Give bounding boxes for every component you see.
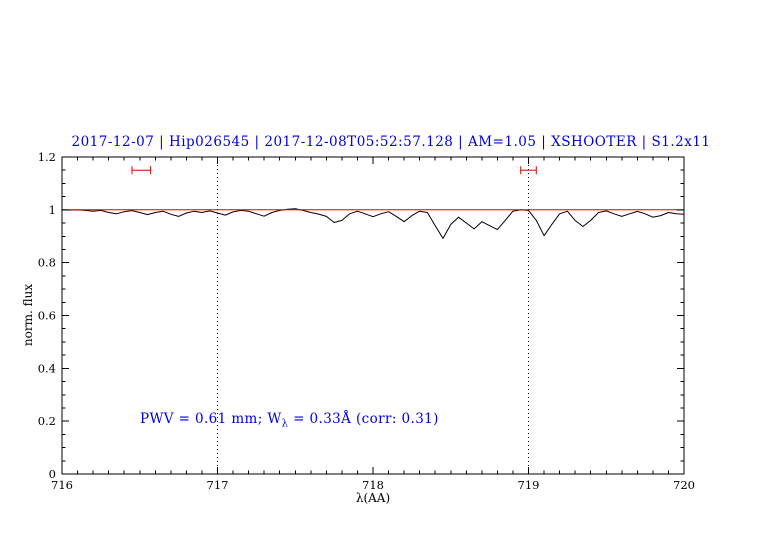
y-tick-label: 1: [49, 203, 56, 217]
y-tick-label: 0.6: [38, 309, 56, 323]
x-tick-label: 717: [207, 478, 229, 492]
y-tick-label: 0.2: [38, 414, 56, 428]
y-tick-label: 0: [49, 467, 56, 481]
y-tick-label: 0.4: [38, 361, 56, 375]
pwv-annotation-prefix: PWV = 0.61 mm; W: [140, 411, 282, 427]
series-normalized-spectrum: [61, 208, 685, 239]
x-tick-label: 718: [362, 478, 384, 492]
x-axis-label: λ(AA): [355, 491, 391, 505]
pwv-annotation-subscript: λ: [281, 418, 289, 430]
x-tick-label: 719: [518, 478, 540, 492]
pwv-annotation: PWV = 0.61 mm; Wλ = 0.33Å (corr: 0.31): [140, 411, 439, 430]
x-tick-label: 720: [673, 478, 695, 492]
pwv-annotation-suffix: = 0.33Å (corr: 0.31): [288, 411, 439, 427]
y-tick-label: 1.2: [38, 150, 56, 164]
x-tick-label: 716: [51, 478, 73, 492]
plot-box: [61, 156, 685, 475]
plot-title: 2017-12-07 | Hip026545 | 2017-12-08T05:5…: [71, 134, 711, 150]
y-tick-label: 0.8: [38, 256, 56, 270]
